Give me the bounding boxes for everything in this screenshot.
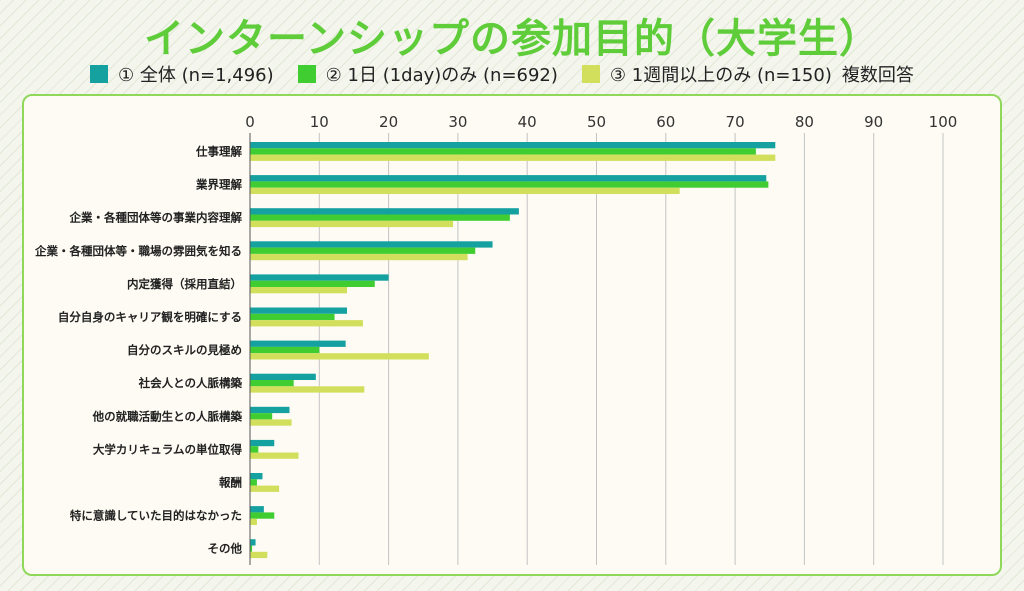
bar	[250, 545, 253, 552]
bar	[250, 479, 257, 486]
legend-label-1week: ③ 1週間以上のみ (n=150)	[609, 65, 832, 86]
category-label: 自分のスキルの見極め	[127, 343, 242, 357]
legend-item-all: ① 全体 (n=1,496)	[90, 61, 274, 87]
category-label: 業界理解	[195, 178, 242, 192]
bar	[250, 373, 316, 380]
x-tick-label: 40	[518, 113, 537, 131]
bar	[250, 439, 275, 447]
category-label: 内定獲得（採用直結）	[127, 277, 242, 291]
bar	[250, 175, 767, 182]
x-tick-label: 50	[587, 113, 606, 131]
chart-panel	[22, 94, 1002, 576]
bar	[250, 247, 476, 254]
category-label: 自分自身のキャリア観を明確にする	[58, 310, 242, 324]
bar	[250, 446, 259, 453]
bar	[250, 346, 320, 354]
bar	[250, 551, 268, 559]
category-label: 企業・各種団体等・職場の雰囲気を知る	[34, 244, 242, 258]
legend: ① 全体 (n=1,496) ② 1日 (1day)のみ (n=692) ③ 1…	[90, 62, 914, 86]
bar	[250, 253, 468, 261]
x-tick-label: 80	[795, 113, 814, 131]
category-label: その他	[208, 542, 243, 556]
bar	[250, 320, 363, 327]
legend-swatch-1day	[297, 65, 316, 83]
x-tick-label: 90	[864, 113, 883, 131]
multiple-answer-note: 複数回答	[841, 65, 914, 86]
legend-item-1week: ③ 1週間以上のみ (n=150)	[581, 61, 832, 87]
x-tick-label: 70	[726, 113, 745, 131]
bar	[250, 148, 756, 155]
bar	[250, 539, 256, 546]
bar	[250, 214, 510, 221]
bar	[250, 518, 257, 525]
bar	[250, 406, 290, 414]
bar	[250, 386, 365, 393]
bar	[250, 154, 776, 161]
legend-label-1day: ② 1日 (1day)のみ (n=692)	[325, 65, 558, 86]
bar	[250, 419, 292, 426]
bar	[250, 181, 769, 188]
category-label: 報酬	[219, 475, 242, 489]
bar	[250, 340, 346, 347]
chart-title: インターンシップの参加目的（大学生）	[144, 16, 880, 62]
x-tick-label: 100	[929, 113, 958, 131]
x-tick-label: 60	[656, 113, 675, 131]
bar	[250, 280, 375, 287]
legend-swatch-all	[90, 65, 108, 83]
x-tick-label: 30	[448, 113, 467, 131]
x-tick-label: 20	[379, 113, 398, 131]
category-label: 企業・各種団体等の事業内容理解	[69, 211, 243, 225]
x-tick-label: 0	[245, 113, 255, 131]
bar	[250, 380, 294, 387]
category-label: 他の就職活動生との人脈構築	[92, 409, 243, 423]
bar	[250, 274, 389, 281]
bar	[250, 241, 493, 248]
bar	[250, 142, 776, 149]
category-label: 特に意識していた目的はなかった	[70, 509, 242, 523]
bar	[250, 506, 264, 513]
category-label: 大学カリキュラムの単位取得	[93, 442, 243, 456]
legend-swatch-1week	[581, 65, 600, 83]
x-tick-label: 10	[310, 113, 329, 131]
bar	[250, 287, 348, 294]
bar	[250, 485, 280, 492]
bar	[250, 473, 263, 480]
bar	[250, 208, 519, 215]
bar	[250, 187, 680, 194]
bar	[250, 307, 348, 314]
legend-label-all: ① 全体 (n=1,496)	[118, 65, 274, 86]
bar	[250, 413, 273, 420]
category-label: 社会人との人脈構築	[138, 376, 243, 390]
bar	[250, 452, 299, 459]
legend-item-1day: ② 1日 (1day)のみ (n=692)	[297, 61, 558, 87]
bar	[250, 313, 335, 321]
bar	[250, 353, 429, 360]
category-label: 仕事理解	[195, 144, 242, 158]
bar	[250, 512, 275, 519]
bar	[250, 220, 454, 228]
